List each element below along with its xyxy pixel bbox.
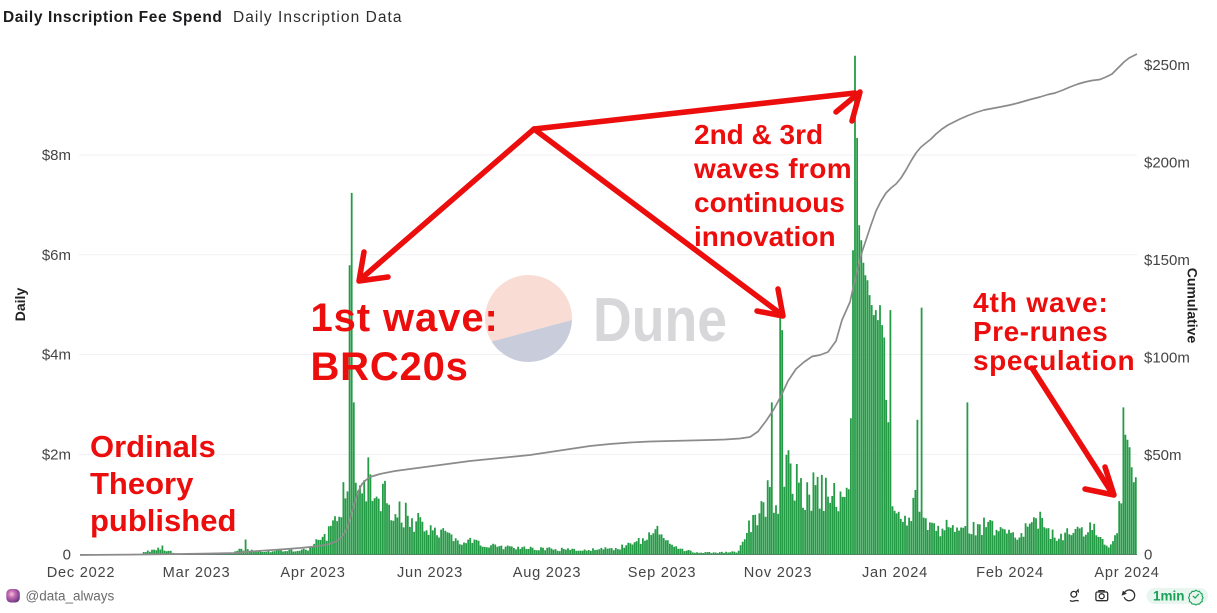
svg-text:$100m: $100m bbox=[1144, 350, 1190, 367]
svg-text:$50m: $50m bbox=[1144, 447, 1182, 464]
svg-text:Ordinals: Ordinals bbox=[90, 429, 216, 464]
svg-text:Sep 2023: Sep 2023 bbox=[628, 565, 697, 581]
svg-text:$2m: $2m bbox=[42, 446, 71, 463]
svg-text:$250m: $250m bbox=[1144, 57, 1190, 74]
svg-text:Dune: Dune bbox=[593, 286, 727, 355]
svg-text:innovation: innovation bbox=[694, 221, 836, 252]
svg-text:2nd & 3rd: 2nd & 3rd bbox=[694, 119, 823, 150]
svg-text:$8m: $8m bbox=[42, 147, 71, 164]
svg-text:Dec 2022: Dec 2022 bbox=[47, 565, 115, 581]
svg-text:$200m: $200m bbox=[1144, 155, 1190, 172]
svg-text:Daily Inscription Fee Spend: Daily Inscription Fee Spend bbox=[3, 9, 222, 26]
svg-text:Aug 2023: Aug 2023 bbox=[513, 565, 582, 581]
svg-text:1min: 1min bbox=[1153, 589, 1185, 604]
svg-text:BRC20s: BRC20s bbox=[311, 345, 469, 389]
svg-text:Apr 2023: Apr 2023 bbox=[280, 565, 345, 581]
svg-text:Apr 2024: Apr 2024 bbox=[1094, 565, 1159, 581]
svg-text:@data_always: @data_always bbox=[26, 589, 115, 604]
svg-text:Jun 2023: Jun 2023 bbox=[397, 565, 463, 581]
svg-text:Mar 2023: Mar 2023 bbox=[163, 565, 231, 581]
svg-text:Jan 2024: Jan 2024 bbox=[862, 565, 928, 581]
svg-text:continuous: continuous bbox=[694, 187, 845, 218]
svg-text:waves from: waves from bbox=[693, 153, 852, 184]
svg-text:Daily: Daily bbox=[12, 288, 28, 322]
svg-text:Daily Inscription Data: Daily Inscription Data bbox=[233, 9, 403, 26]
svg-text:0: 0 bbox=[1144, 547, 1152, 564]
svg-text:Cumulative: Cumulative bbox=[1185, 268, 1201, 344]
svg-text:speculation: speculation bbox=[973, 345, 1135, 376]
svg-text:$150m: $150m bbox=[1144, 252, 1190, 269]
svg-text:1st wave:: 1st wave: bbox=[311, 296, 499, 340]
svg-text:$4m: $4m bbox=[42, 347, 71, 364]
svg-text:Feb 2024: Feb 2024 bbox=[976, 565, 1044, 581]
svg-text:Theory: Theory bbox=[90, 466, 194, 501]
svg-text:0: 0 bbox=[63, 547, 71, 564]
svg-text:published: published bbox=[90, 503, 236, 538]
svg-text:Pre-runes: Pre-runes bbox=[973, 316, 1108, 347]
svg-text:$6m: $6m bbox=[42, 247, 71, 264]
svg-text:4th wave:: 4th wave: bbox=[973, 287, 1109, 318]
svg-text:Nov 2023: Nov 2023 bbox=[744, 565, 812, 581]
